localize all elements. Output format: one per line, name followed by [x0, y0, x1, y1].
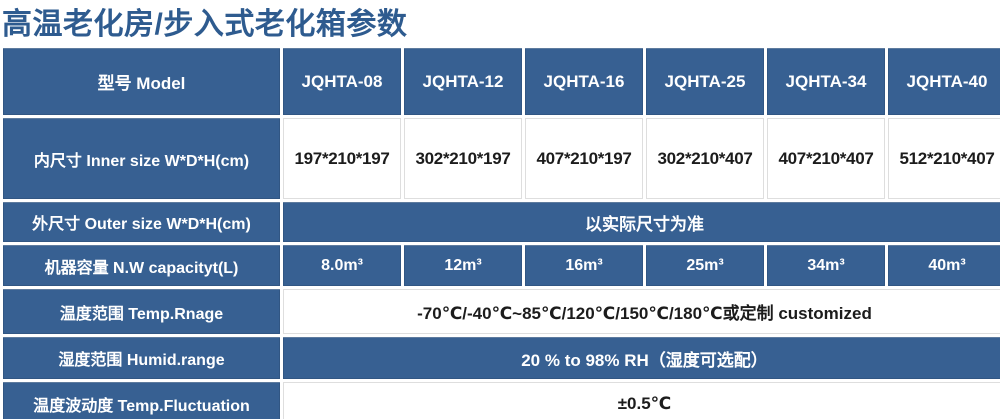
spec-table: 型号 Model JQHTA-08 JQHTA-12 JQHTA-16 JQHT…	[0, 45, 1000, 419]
row-inner-size: 内尺寸 Inner size W*D*H(cm) 197*210*197 302…	[3, 118, 1000, 199]
capacity-value: 40m³	[888, 245, 1000, 286]
model-column-header: JQHTA-40	[888, 48, 1000, 115]
temp-range-value: -70℃/-40℃~85℃/120℃/150℃/180℃或定制 customiz…	[283, 289, 1000, 334]
capacity-value: 16m³	[525, 245, 643, 286]
model-column-header: JQHTA-16	[525, 48, 643, 115]
row-label-temp-fluctuation: 温度波动度 Temp.Fluctuation	[3, 382, 280, 419]
row-label-inner-size: 内尺寸 Inner size W*D*H(cm)	[3, 118, 280, 199]
capacity-value: 12m³	[404, 245, 522, 286]
humid-range-value: 20 % to 98% RH（湿度可选配）	[283, 337, 1000, 379]
inner-size-value: 407*210*407	[767, 118, 885, 199]
inner-size-value: 197*210*197	[283, 118, 401, 199]
capacity-value: 34m³	[767, 245, 885, 286]
row-capacity: 机器容量 N.W capacityt(L) 8.0m³ 12m³ 16m³ 25…	[3, 245, 1000, 286]
model-column-header: JQHTA-08	[283, 48, 401, 115]
row-temp-fluctuation: 温度波动度 Temp.Fluctuation ±0.5℃	[3, 382, 1000, 419]
model-header-cell: 型号 Model	[3, 48, 280, 115]
inner-size-value: 512*210*407	[888, 118, 1000, 199]
model-column-header: JQHTA-25	[646, 48, 764, 115]
row-label-outer-size: 外尺寸 Outer size W*D*H(cm)	[3, 202, 280, 242]
inner-size-value: 302*210*407	[646, 118, 764, 199]
model-column-header: JQHTA-34	[767, 48, 885, 115]
row-humid-range: 湿度范围 Humid.range 20 % to 98% RH（湿度可选配）	[3, 337, 1000, 379]
outer-size-value: 以实际尺寸为准	[283, 202, 1000, 242]
row-label-capacity: 机器容量 N.W capacityt(L)	[3, 245, 280, 286]
row-outer-size: 外尺寸 Outer size W*D*H(cm) 以实际尺寸为准	[3, 202, 1000, 242]
model-column-header: JQHTA-12	[404, 48, 522, 115]
capacity-value: 8.0m³	[283, 245, 401, 286]
row-temp-range: 温度范围 Temp.Rnage -70℃/-40℃~85℃/120℃/150℃/…	[3, 289, 1000, 334]
inner-size-value: 302*210*197	[404, 118, 522, 199]
page-title: 高温老化房/步入式老化箱参数	[2, 8, 408, 41]
row-label-humid-range: 湿度范围 Humid.range	[3, 337, 280, 379]
inner-size-value: 407*210*197	[525, 118, 643, 199]
temp-fluctuation-value: ±0.5℃	[283, 382, 1000, 419]
capacity-value: 25m³	[646, 245, 764, 286]
row-label-temp-range: 温度范围 Temp.Rnage	[3, 289, 280, 334]
table-header-row: 型号 Model JQHTA-08 JQHTA-12 JQHTA-16 JQHT…	[3, 48, 1000, 115]
